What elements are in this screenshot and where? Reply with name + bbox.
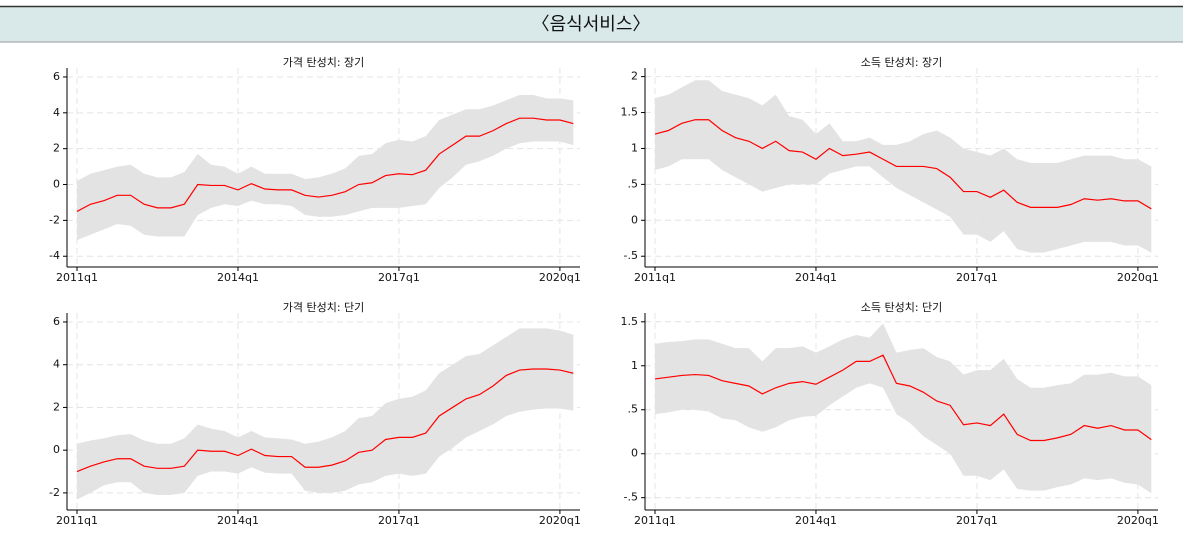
chart-title: 가격 탄성치: 단기 [283, 301, 365, 314]
y-tick-label: 1 [631, 141, 638, 154]
y-tick-label: 0 [53, 178, 60, 191]
y-tick-label: 6 [53, 315, 60, 328]
y-tick-label: 0 [631, 447, 638, 460]
y-tick-label: 1.5 [621, 315, 639, 328]
confidence-band [655, 323, 1152, 494]
y-tick-label: 2 [631, 70, 638, 83]
line-series [76, 117, 574, 212]
y-tick-label: 1 [631, 359, 638, 372]
y-tick-label: -.5 [624, 491, 638, 504]
y-tick-label: 2 [53, 142, 60, 155]
x-tick-label: 2020q1 [1117, 514, 1159, 527]
line-series [654, 119, 1152, 210]
x-tick-label: 2017q1 [378, 271, 420, 284]
y-tick-label: 4 [53, 106, 60, 119]
confidence-band [77, 328, 574, 500]
x-tick-label: 2020q1 [539, 271, 581, 284]
x-tick-label: 2014q1 [217, 271, 259, 284]
x-tick-label: 2020q1 [1117, 271, 1159, 284]
x-tick-label: 2011q1 [56, 514, 98, 527]
x-tick-label: 2017q1 [956, 271, 998, 284]
y-tick-label: -4 [49, 249, 60, 262]
y-tick-label: 0 [53, 443, 60, 456]
x-tick-label: 2011q1 [634, 271, 676, 284]
chart-title: 가격 탄성치: 장기 [283, 56, 365, 69]
x-tick-label: 2020q1 [539, 514, 581, 527]
y-tick-label: -2 [49, 213, 60, 226]
x-tick-label: 2017q1 [378, 514, 420, 527]
x-tick-label: 2014q1 [795, 271, 837, 284]
header-title: 〈음식서비스〉 [532, 14, 651, 35]
chart-title: 소득 탄성치: 단기 [861, 301, 943, 314]
header-bar [0, 6, 1183, 42]
y-tick-label: 1.5 [621, 106, 639, 119]
x-tick-label: 2011q1 [634, 514, 676, 527]
y-tick-label: .5 [628, 177, 639, 190]
confidence-band [77, 94, 574, 241]
y-tick-label: -.5 [624, 249, 638, 262]
chart-title: 소득 탄성치: 장기 [861, 56, 943, 69]
y-tick-label: 6 [53, 70, 60, 83]
x-tick-label: 2017q1 [956, 514, 998, 527]
line-series [76, 368, 574, 473]
x-tick-label: 2014q1 [795, 514, 837, 527]
line-series [654, 354, 1152, 442]
y-tick-label: -2 [49, 486, 60, 499]
y-tick-label: .5 [628, 403, 639, 416]
x-tick-label: 2011q1 [56, 271, 98, 284]
x-tick-label: 2014q1 [217, 514, 259, 527]
y-tick-label: 2 [53, 400, 60, 413]
y-tick-label: 4 [53, 358, 60, 371]
y-tick-label: 0 [631, 213, 638, 226]
